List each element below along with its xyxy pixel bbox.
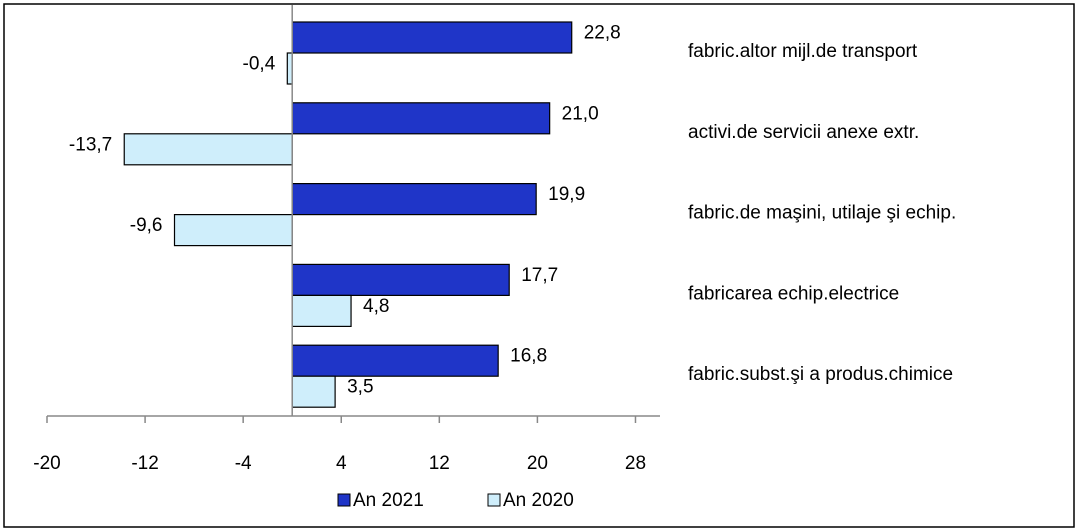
legend-label: An 2021	[353, 490, 424, 511]
bar	[291, 263, 510, 296]
value-label: 22,8	[584, 23, 621, 44]
bar	[291, 21, 573, 54]
legend-swatch	[487, 493, 501, 507]
x-tick-label: 20	[527, 453, 548, 474]
value-label: -0,4	[243, 54, 276, 75]
bar	[291, 294, 352, 327]
x-tick-label: 28	[625, 453, 646, 474]
legend-label: An 2020	[503, 490, 574, 511]
x-tick-label: -12	[131, 453, 158, 474]
bar	[291, 375, 336, 408]
value-label: 21,0	[562, 103, 599, 124]
value-label: 3,5	[347, 377, 373, 398]
x-tick-label: 12	[429, 453, 450, 474]
bar	[173, 214, 293, 247]
x-tick-label: -4	[235, 453, 252, 474]
x-tick-label: 4	[336, 453, 347, 474]
value-label: -13,7	[69, 134, 112, 155]
x-tick-label: -20	[33, 453, 60, 474]
value-label: 19,9	[548, 184, 585, 205]
chart-border	[3, 3, 1075, 528]
value-label: 16,8	[510, 346, 547, 367]
category-label: activi.de servicii anexe extr.	[688, 122, 919, 143]
category-label: fabric.subst.şi a produs.chimice	[688, 364, 953, 385]
bar	[123, 133, 293, 166]
category-label: fabric.altor mijl.de transport	[688, 41, 918, 62]
bar	[291, 344, 499, 377]
value-label: -9,6	[130, 215, 163, 236]
category-label: fabric.de maşini, utilaje şi echip.	[688, 203, 956, 224]
value-label: 17,7	[521, 265, 558, 286]
bar	[291, 183, 537, 216]
bar	[291, 102, 551, 135]
value-label: 4,8	[363, 296, 389, 317]
legend-swatch	[337, 493, 351, 507]
category-label: fabricarea echip.electrice	[688, 283, 899, 304]
